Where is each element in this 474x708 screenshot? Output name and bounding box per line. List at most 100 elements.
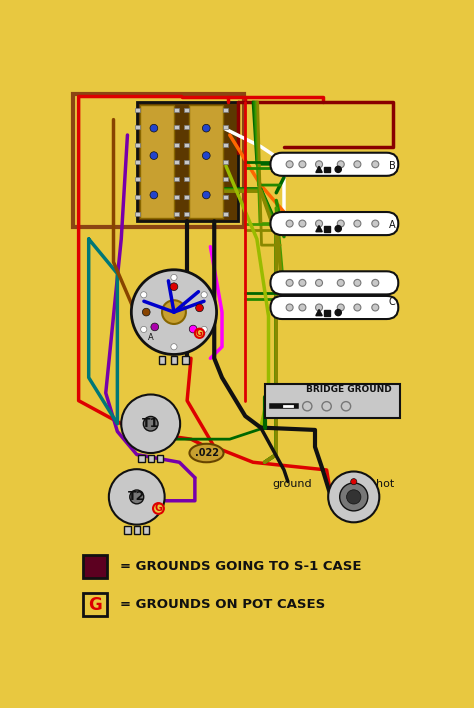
Circle shape	[354, 161, 361, 168]
Bar	[174, 125, 179, 130]
Text: = GROUNDS ON POT CASES: = GROUNDS ON POT CASES	[120, 598, 325, 611]
Circle shape	[316, 220, 322, 227]
Circle shape	[335, 226, 341, 232]
Bar	[135, 108, 140, 112]
Circle shape	[316, 280, 322, 286]
Text: hot: hot	[375, 479, 394, 489]
Circle shape	[150, 152, 158, 159]
Text: B: B	[389, 161, 395, 171]
Bar	[134, 526, 140, 534]
Bar	[184, 212, 189, 216]
Bar	[174, 143, 179, 147]
Bar	[189, 105, 223, 218]
Bar	[171, 356, 177, 364]
Circle shape	[299, 304, 306, 311]
Circle shape	[299, 280, 306, 286]
Text: T1: T1	[142, 417, 159, 430]
Circle shape	[150, 191, 158, 199]
FancyBboxPatch shape	[271, 271, 398, 295]
Circle shape	[299, 161, 306, 168]
Circle shape	[340, 483, 368, 511]
Circle shape	[202, 152, 210, 159]
FancyBboxPatch shape	[271, 296, 398, 319]
Bar	[135, 195, 140, 198]
Bar	[184, 178, 189, 181]
Circle shape	[346, 490, 361, 504]
Circle shape	[286, 280, 293, 286]
Circle shape	[150, 125, 158, 132]
Text: BRIDGE GROUND: BRIDGE GROUND	[306, 385, 392, 394]
Circle shape	[153, 503, 164, 514]
Circle shape	[335, 309, 341, 316]
Bar	[174, 212, 179, 216]
Bar	[143, 526, 149, 534]
Circle shape	[337, 161, 344, 168]
Circle shape	[141, 292, 147, 298]
Circle shape	[143, 416, 158, 431]
Circle shape	[162, 300, 186, 324]
Bar	[135, 160, 140, 164]
Circle shape	[286, 220, 293, 227]
Bar	[140, 105, 174, 218]
Bar	[82, 593, 107, 616]
FancyBboxPatch shape	[271, 153, 398, 176]
Circle shape	[351, 479, 357, 485]
Circle shape	[171, 343, 177, 350]
Bar	[223, 195, 228, 198]
Circle shape	[142, 308, 150, 316]
Circle shape	[151, 323, 159, 331]
Circle shape	[316, 304, 322, 311]
Circle shape	[109, 469, 164, 525]
Circle shape	[354, 280, 361, 286]
Text: A: A	[389, 220, 395, 230]
Circle shape	[196, 304, 203, 312]
Circle shape	[189, 325, 197, 333]
Circle shape	[121, 394, 180, 453]
Text: G: G	[196, 329, 203, 338]
Circle shape	[372, 220, 379, 227]
Polygon shape	[316, 166, 322, 173]
Circle shape	[170, 283, 178, 290]
Circle shape	[337, 304, 344, 311]
Circle shape	[195, 329, 204, 338]
Bar	[147, 455, 154, 462]
Bar	[324, 310, 329, 316]
Circle shape	[171, 275, 177, 280]
Circle shape	[201, 326, 207, 333]
Text: G: G	[155, 503, 163, 513]
Bar	[174, 195, 179, 198]
Bar	[159, 356, 165, 364]
Circle shape	[286, 161, 293, 168]
Bar	[82, 554, 107, 578]
Circle shape	[316, 161, 322, 168]
Circle shape	[141, 326, 147, 333]
Bar	[174, 108, 179, 112]
Bar	[184, 160, 189, 164]
Text: G: G	[88, 595, 102, 614]
Circle shape	[354, 304, 361, 311]
Bar	[138, 455, 145, 462]
Bar	[124, 526, 130, 534]
Bar	[174, 178, 179, 181]
Circle shape	[201, 292, 207, 298]
Bar	[184, 108, 189, 112]
Ellipse shape	[190, 444, 224, 462]
Text: A: A	[147, 333, 154, 342]
Circle shape	[372, 280, 379, 286]
Bar	[223, 178, 228, 181]
FancyBboxPatch shape	[271, 212, 398, 235]
Circle shape	[328, 472, 379, 523]
Circle shape	[130, 490, 144, 504]
Bar	[324, 227, 329, 232]
Circle shape	[286, 304, 293, 311]
Bar	[157, 455, 163, 462]
Bar	[174, 160, 179, 164]
Text: = GROUNDS GOING TO S-1 CASE: = GROUNDS GOING TO S-1 CASE	[120, 560, 361, 573]
Bar	[223, 212, 228, 216]
Bar	[135, 125, 140, 130]
Text: ground: ground	[272, 479, 311, 489]
Circle shape	[299, 220, 306, 227]
Bar	[264, 384, 400, 418]
Bar	[223, 143, 228, 147]
Text: T2: T2	[128, 491, 146, 503]
